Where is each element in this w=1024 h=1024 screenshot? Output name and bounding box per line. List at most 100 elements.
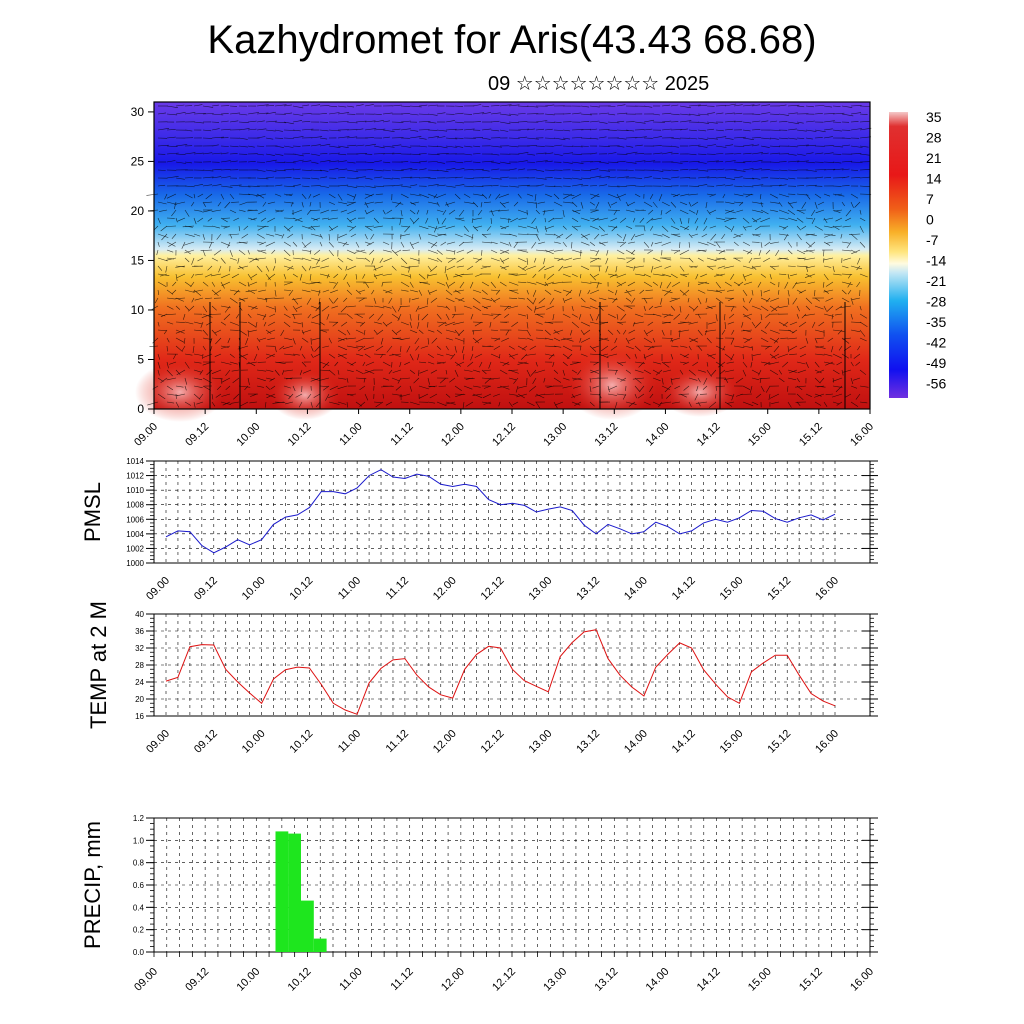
colorbar-label: 21 (926, 150, 942, 166)
heatmap-xtick-label: 15.00 (746, 421, 774, 449)
pmsl-chart: 1000 1002 1004 1006 1008 1010 1012 1014 09.00 09.… (80, 457, 878, 603)
precip-xtick-label: 14.00 (644, 966, 672, 994)
pmsl-xtick-label: 14.00 (622, 575, 650, 603)
colorbar-label: 7 (926, 191, 934, 207)
pmsl-xtick-label: 15.00 (718, 575, 746, 603)
colorbar-label: 14 (926, 171, 942, 187)
wind-temperature-heatmap: 0 5 10 15 20 25 30 09.00 09.12 10.00 10.12 11.00 11.… (131, 101, 876, 449)
heatmap-xtick-label: 10.00 (234, 421, 262, 449)
precip-bar (313, 938, 327, 952)
heatmap-warm-spot (270, 370, 340, 420)
pmsl-ytick-label: 1012 (126, 472, 144, 481)
heatmap-ytick-label: 10 (131, 303, 145, 317)
heatmap-ytick-label: 20 (131, 204, 145, 218)
pmsl-xtick-label: 12.00 (431, 575, 459, 603)
temp-ytick-label: 28 (135, 661, 144, 670)
pmsl-ytick-label: 1002 (126, 544, 144, 553)
pmsl-ytick-label: 1008 (126, 501, 144, 510)
pmsl-xtick-label: 11.12 (384, 575, 411, 602)
heatmap-ytick-label: 30 (131, 105, 145, 119)
heatmap-ytick-label: 5 (137, 352, 144, 366)
heatmap-xtick-label: 12.00 (439, 421, 467, 449)
temp-xtick-label: 16.00 (813, 728, 841, 756)
precip-ytick-label: 1.2 (133, 814, 145, 823)
precip-xtick-label: 12.12 (490, 966, 518, 994)
pmsl-ytick-label: 1006 (126, 515, 144, 524)
temp-line (165, 629, 836, 715)
temp-xtick-label: 12.00 (431, 728, 459, 756)
precip-ytick-label: 0.8 (133, 859, 145, 868)
pmsl-xtick-label: 16.00 (813, 575, 841, 603)
precip-xtick-label: 10.00 (234, 966, 262, 994)
temp-xtick-label: 10.00 (240, 728, 268, 756)
pmsl-xtick-label: 14.12 (670, 575, 698, 603)
colorbar-label: -28 (926, 294, 946, 310)
pmsl-ylabel: PMSL (80, 482, 105, 542)
heatmap-xtick-label: 16.00 (848, 421, 876, 449)
heatmap-ytick-label: 0 (137, 402, 144, 416)
heatmap-xtick-label: 12.12 (490, 421, 518, 449)
precip-ytick-label: 0.0 (133, 948, 145, 957)
pmsl-xtick-label: 13.12 (574, 575, 602, 603)
precip-xtick-label: 09.12 (183, 966, 211, 994)
pmsl-xtick-label: 12.12 (479, 575, 507, 603)
pmsl-ytick-label: 1010 (126, 486, 144, 495)
temp-xtick-label: 14.12 (670, 728, 698, 756)
precip-ytick-label: 0.6 (133, 881, 145, 890)
temp-ytick-label: 20 (135, 695, 144, 704)
temp-xtick-label: 09.00 (144, 728, 172, 756)
precip-xtick-label: 16.00 (848, 966, 876, 994)
date-subtitle: 09 ☆☆☆☆☆☆☆☆ 2025 (488, 73, 710, 95)
pmsl-ytick-label: 1014 (126, 457, 144, 466)
precip-bar (275, 831, 289, 952)
precip-ytick-label: 0.4 (133, 903, 145, 912)
temp-xtick-label: 10.12 (288, 728, 316, 756)
precip-xtick-label: 12.00 (439, 966, 467, 994)
temp-ytick-label: 36 (135, 627, 144, 636)
heatmap-ytick-label: 25 (131, 154, 145, 168)
pmsl-xtick-label: 11.00 (336, 575, 363, 602)
colorbar-label: -49 (926, 355, 946, 371)
pmsl-xtick-label: 09.12 (192, 575, 220, 603)
temp-xtick-label: 15.00 (718, 728, 746, 756)
precip-grid (153, 817, 871, 953)
pmsl-xtick-label: 10.12 (288, 575, 316, 603)
temp-xtick-label: 13.12 (574, 728, 602, 756)
pmsl-line (165, 469, 836, 554)
temp-xtick-label: 11.00 (336, 728, 363, 755)
precip-xtick-label: 15.00 (746, 966, 774, 994)
precip-ytick-label: 1.0 (133, 836, 145, 845)
page-title: Kazhydromet for Aris(43.43 68.68) (207, 18, 817, 62)
temp-xtick-label: 13.00 (526, 728, 554, 756)
pmsl-ytick-label: 1004 (126, 530, 144, 539)
pmsl-xtick-label: 15.12 (765, 575, 793, 603)
heatmap-xtick-label: 13.12 (592, 421, 620, 449)
heatmap-xtick-label: 14.00 (644, 421, 672, 449)
heatmap-xtick-label: 14.12 (695, 421, 723, 449)
precip-xtick-label: 14.12 (695, 966, 723, 994)
colorbar-label: 28 (926, 130, 942, 146)
precip-chart: 0.0 0.2 0.4 0.6 0.8 1.0 1.2 09.00 09.12 10.00 10.1… (80, 814, 878, 994)
colorbar-label: -7 (926, 232, 939, 248)
pmsl-ytick-label: 1000 (126, 559, 144, 568)
heatmap-warm-spot (135, 362, 225, 422)
temp-xtick-label: 09.12 (192, 728, 220, 756)
precip-ytick-label: 0.2 (133, 926, 145, 935)
heatmap-xtick-label: 15.12 (797, 421, 825, 449)
colorbar-label: -14 (926, 253, 946, 269)
heatmap-xtick-label: 09.12 (183, 421, 211, 449)
precip-xtick-label: 11.12 (388, 966, 415, 993)
temp-xtick-label: 15.12 (765, 728, 793, 756)
colorbar-label: -35 (926, 314, 946, 330)
precip-bar (301, 900, 314, 952)
temp-xtick-label: 12.12 (479, 728, 507, 756)
heatmap-xtick-label: 11.00 (337, 421, 364, 448)
precip-xtick-label: 09.00 (132, 966, 160, 994)
heatmap-xtick-label: 09.00 (132, 421, 160, 449)
pmsl-xtick-label: 09.00 (144, 575, 172, 603)
colorbar-label: 35 (926, 109, 942, 125)
colorbar: 35 28 21 14 7 0 -7 -14 -21 -28 -35 -42 -49 -56 (889, 109, 946, 398)
colorbar-label: -42 (926, 335, 946, 351)
precip-xtick-label: 11.00 (337, 966, 364, 993)
heatmap-field (154, 102, 870, 409)
